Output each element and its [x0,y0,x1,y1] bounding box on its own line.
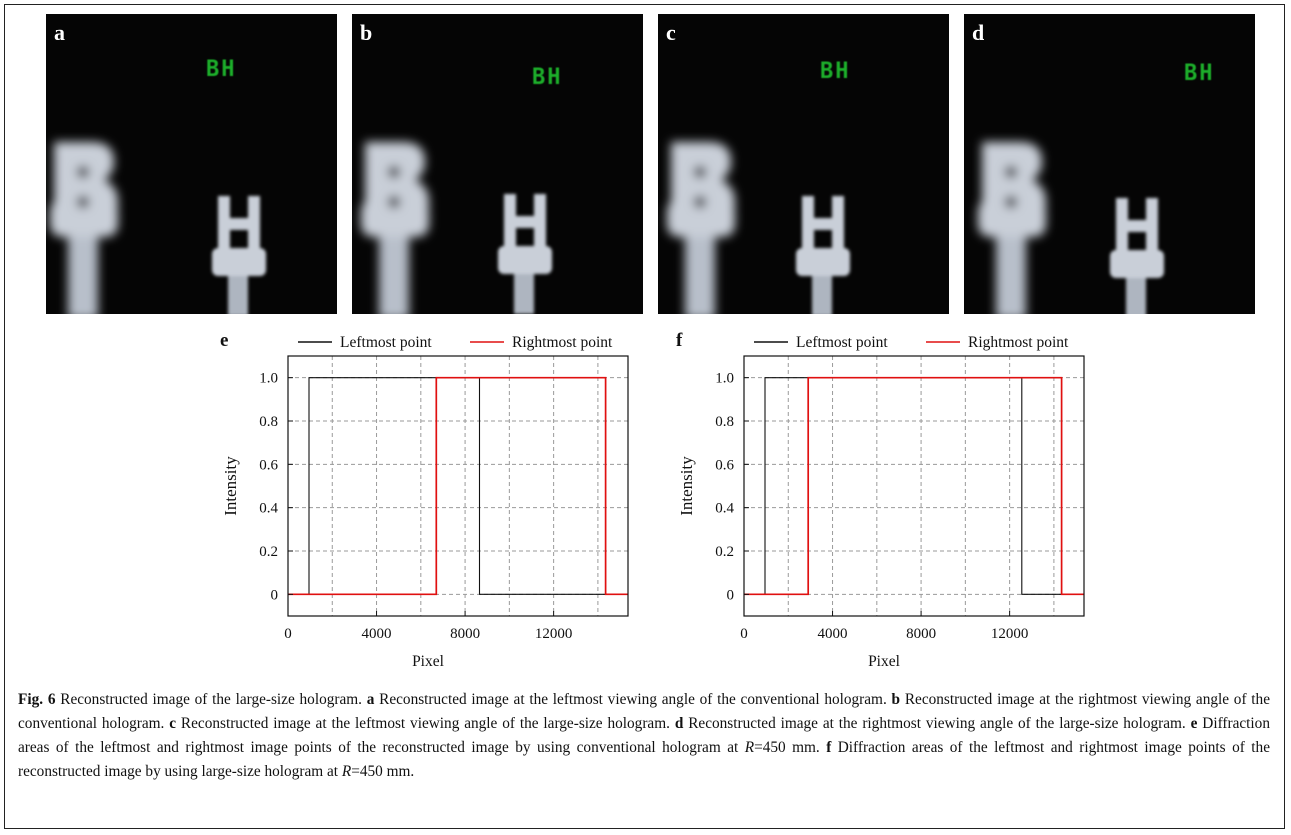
chart-f: f Leftmost point Rightmost point 0 4000 8000 1… [668,326,1088,682]
panel-letter-a: a [54,20,65,45]
panel-letter-d: d [972,20,985,45]
y-tick-label: 0.6 [259,457,278,473]
legend-label: Rightmost point [512,334,613,351]
photo-panel-c: BH c [658,14,949,314]
green-bh-text: BH [820,59,851,84]
chart-plot-area [287,355,629,617]
chart-panel-letter: e [220,330,228,351]
series-line [744,377,1084,595]
caption-letter-b: b [891,691,901,708]
series-line [288,377,628,595]
caption-fig-label: Fig. 6 [18,691,56,708]
caption-text-a: Reconstructed image at the leftmost view… [374,691,892,708]
x-tick-label: 0 [740,626,748,642]
x-tick-label: 8000 [450,626,480,642]
caption-text-f: Diffraction areas of the leftmost and ri… [18,739,1270,780]
y-tick-label: 1.0 [259,371,278,387]
x-tick-label: 4000 [362,626,392,642]
caption-text-c: Reconstructed image at the leftmost view… [176,715,675,732]
chart-plot-area [743,355,1085,617]
series-line [288,376,628,596]
panel-letter-b: b [360,20,373,45]
chart-e: e Leftmost point Rightmost point 0 4000 8000 1… [212,326,632,682]
caption-value-f: =450 mm. [351,763,415,780]
y-tick-label: 0.4 [715,501,734,517]
chart-svg: f Leftmost point Rightmost point 0 4000 8000 1… [676,330,1085,670]
figure-frame [4,4,1285,829]
x-tick-label: 12000 [991,626,1029,642]
y-tick-label: 0.2 [259,544,278,560]
photo-svg: BH [964,14,1255,314]
chart-legend: Leftmost point Rightmost point [298,334,613,351]
photo-panel-b: BH b [352,14,643,314]
y-tick-label: 0.4 [259,501,278,517]
caption-letter-d: d [674,715,684,732]
h-prop [212,196,266,314]
y-tick-label: 1.0 [715,371,734,387]
photo-panel-a: BH a [46,14,337,314]
chart-panel-letter: f [676,330,683,351]
photo-row: BH a BH b BH c BH d [46,14,1286,314]
series-line [744,376,1084,596]
h-prop [796,196,850,314]
legend-label: Leftmost point [340,334,432,351]
y-tick-label: 0.2 [715,544,734,560]
y-axis-label: Intensity [677,456,696,516]
panel-letter-c: c [666,20,676,45]
photo-svg: BH [352,14,643,314]
y-tick-label: 0.8 [715,414,734,430]
blurred-b-prop [50,142,118,314]
green-bh-text: BH [206,57,237,82]
caption-letter-a: a [366,691,375,708]
y-tick-label: 0.8 [259,414,278,430]
y-tick-label: 0 [271,587,279,603]
photo-svg: BH [46,14,337,314]
caption-text-d: Reconstructed image at the rightmost vie… [683,715,1191,732]
figure-caption: Fig. 6 Reconstructed image of the large-… [18,688,1270,784]
x-axis-label: Pixel [412,653,444,670]
x-tick-label: 0 [284,626,292,642]
x-tick-label: 12000 [535,626,573,642]
photo-svg: BH [658,14,949,314]
y-axis-label: Intensity [221,456,240,516]
caption-var-f: R [341,763,352,780]
legend-label: Rightmost point [968,334,1069,351]
caption-letter-e: e [1190,715,1198,732]
green-bh-text: BH [1184,61,1215,86]
chart-legend: Leftmost point Rightmost point [754,334,1069,351]
photo-panel-d: BH d [964,14,1255,314]
h-prop [498,194,552,314]
y-tick-label: 0 [727,587,735,603]
blurred-b-prop [978,142,1046,314]
caption-text-e: Diffraction areas of the leftmost and ri… [18,715,1270,756]
blurred-b-prop [667,142,735,314]
x-tick-label: 8000 [906,626,936,642]
caption-value-e: =450 mm. [754,739,827,756]
legend-label: Leftmost point [796,334,888,351]
caption-text-b: Reconstructed image at the rightmost vie… [18,691,1270,732]
x-axis-label: Pixel [868,653,900,670]
chart-svg: e Leftmost point Rightmost point 0 4000 8000 1… [220,330,629,670]
caption-letter-c: c [169,715,177,732]
caption-letter-f: f [826,739,832,756]
caption-var-e: R [744,739,755,756]
green-bh-text: BH [532,65,563,90]
x-tick-label: 4000 [818,626,848,642]
h-prop [1110,198,1164,314]
blurred-b-prop [361,142,429,314]
y-tick-label: 0.6 [715,457,734,473]
caption-title: Reconstructed image of the large-size ho… [55,691,367,708]
